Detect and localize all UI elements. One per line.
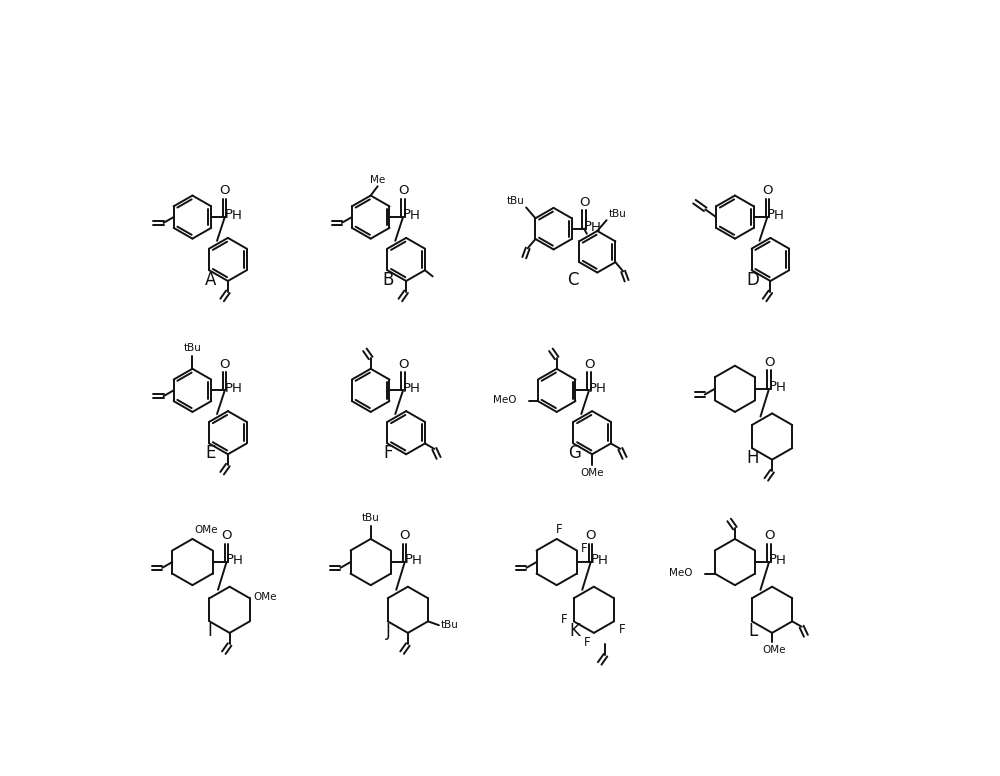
Text: F: F xyxy=(556,523,562,536)
Text: F: F xyxy=(584,636,591,649)
Text: P: P xyxy=(769,380,777,393)
Text: O: O xyxy=(764,529,774,542)
Text: tBu: tBu xyxy=(506,196,524,206)
Text: P: P xyxy=(584,220,592,233)
Text: B: B xyxy=(383,272,394,289)
Text: P: P xyxy=(590,553,598,566)
Text: O: O xyxy=(220,185,230,197)
Text: P: P xyxy=(403,209,411,221)
Text: tBu: tBu xyxy=(362,513,380,523)
Text: H: H xyxy=(596,383,605,396)
Text: H: H xyxy=(747,449,759,467)
Text: O: O xyxy=(398,185,408,197)
Text: P: P xyxy=(225,209,233,221)
Text: A: A xyxy=(205,272,216,289)
Text: G: G xyxy=(568,445,581,462)
Text: O: O xyxy=(398,358,408,371)
Text: H: H xyxy=(411,554,421,567)
Text: F: F xyxy=(384,445,393,462)
Text: P: P xyxy=(404,553,412,566)
Text: E: E xyxy=(205,445,215,462)
Text: J: J xyxy=(386,622,391,640)
Text: MeO: MeO xyxy=(493,395,516,405)
Text: H: H xyxy=(776,381,785,394)
Text: H: H xyxy=(597,554,607,567)
Text: OMe: OMe xyxy=(253,591,277,601)
Text: MeO: MeO xyxy=(669,568,692,578)
Text: P: P xyxy=(769,553,777,566)
Text: OMe: OMe xyxy=(580,468,604,478)
Text: H: H xyxy=(410,210,419,222)
Text: H: H xyxy=(231,383,241,396)
Text: O: O xyxy=(579,196,589,209)
Text: I: I xyxy=(208,622,213,640)
Text: H: H xyxy=(776,554,785,567)
Text: F: F xyxy=(618,622,625,636)
Text: H: H xyxy=(774,210,784,222)
Text: K: K xyxy=(569,622,580,640)
Text: tBu: tBu xyxy=(183,343,201,353)
Text: H: H xyxy=(410,383,419,396)
Text: OMe: OMe xyxy=(762,645,785,655)
Text: O: O xyxy=(764,356,774,369)
Text: D: D xyxy=(746,272,759,289)
Text: P: P xyxy=(225,382,233,395)
Text: O: O xyxy=(762,185,773,197)
Text: P: P xyxy=(589,382,597,395)
Text: Me: Me xyxy=(370,175,385,185)
Text: O: O xyxy=(584,358,594,371)
Text: OMe: OMe xyxy=(195,525,218,535)
Text: H: H xyxy=(231,210,241,222)
Text: H: H xyxy=(233,554,243,567)
Text: C: C xyxy=(567,272,579,289)
Text: F: F xyxy=(561,613,568,626)
Text: F: F xyxy=(581,542,588,555)
Text: H: H xyxy=(591,220,601,234)
Text: P: P xyxy=(403,382,411,395)
Text: O: O xyxy=(221,529,232,542)
Text: O: O xyxy=(220,358,230,371)
Text: O: O xyxy=(400,529,410,542)
Text: O: O xyxy=(586,529,596,542)
Text: tBu: tBu xyxy=(608,209,626,219)
Text: L: L xyxy=(748,622,757,640)
Text: P: P xyxy=(226,553,234,566)
Text: tBu: tBu xyxy=(441,620,459,630)
Text: P: P xyxy=(767,209,775,221)
